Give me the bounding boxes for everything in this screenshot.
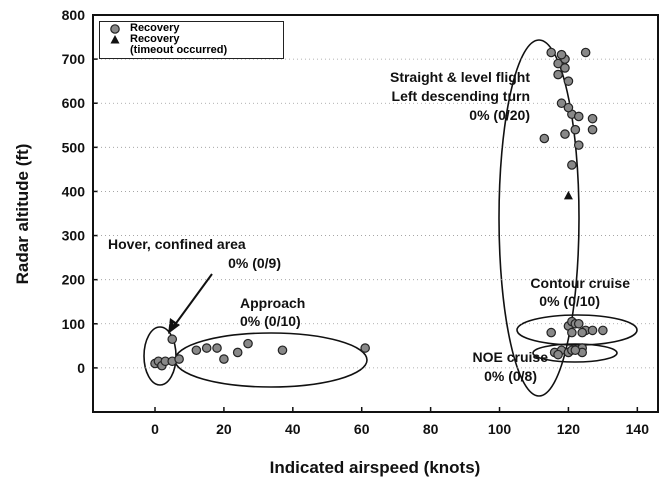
legend-entry: Recovery (timeout occurred) (100, 34, 283, 56)
point (110, 24, 120, 34)
point (563, 102, 574, 113)
arrow-head (168, 318, 180, 334)
y-tick-label: 200 (62, 272, 86, 288)
x-tick-label: 20 (216, 421, 232, 437)
point (174, 354, 184, 364)
y-tick-label: 600 (62, 95, 86, 111)
annotation: NOE cruise (473, 349, 549, 365)
point (560, 63, 570, 73)
legend-symbol (110, 35, 120, 44)
point (201, 343, 212, 353)
point (563, 76, 574, 86)
annotation: Straight & level flight (390, 69, 530, 85)
point (563, 190, 573, 200)
point (560, 129, 570, 139)
point (573, 140, 584, 150)
x-tick-label: 100 (488, 421, 512, 437)
x-tick-label: 40 (285, 421, 301, 437)
point (587, 113, 598, 124)
plot-frame (92, 14, 659, 413)
arrow-shaft (173, 273, 213, 327)
point (587, 124, 598, 135)
x-tick-label: 80 (423, 421, 439, 437)
legend: Recovery Recovery (timeout occurred) (99, 21, 284, 59)
point (212, 343, 222, 353)
y-tick-label: 700 (62, 51, 86, 67)
y-tick-label: 0 (77, 360, 85, 376)
point (277, 345, 288, 356)
point (553, 349, 563, 360)
point (232, 347, 243, 358)
point (556, 49, 567, 60)
point (167, 334, 178, 345)
y-tick-label: 400 (62, 183, 86, 199)
point (577, 327, 588, 338)
y-tick-label: 300 (62, 228, 86, 244)
annotation: 0% (0/10) (539, 293, 600, 309)
legend-label: Recovery (timeout occurred) (130, 33, 228, 56)
group-ellipse (498, 39, 580, 397)
annotation: 0% (0/10) (240, 313, 301, 329)
group-ellipse (516, 314, 638, 346)
annotation: 0% (0/20) (469, 107, 530, 123)
group-ellipse (532, 343, 618, 363)
point (570, 345, 581, 356)
point (546, 47, 557, 58)
legend-entry: Recovery (100, 23, 283, 34)
point (570, 124, 581, 135)
point (539, 133, 550, 144)
point (546, 327, 557, 338)
annotation: 0% (0/9) (228, 255, 281, 271)
y-tick-label: 500 (62, 139, 86, 155)
point (556, 98, 567, 109)
ellipses (143, 39, 638, 397)
point (219, 354, 229, 364)
x-tick-label: 0 (151, 421, 159, 437)
y-axis-label: Radar altitude (ft) (13, 144, 32, 285)
y-tick-label: 800 (62, 7, 86, 23)
x-axis-label: Indicated airspeed (knots) (270, 458, 481, 477)
point (587, 325, 598, 336)
annotation: Left descending turn (392, 88, 530, 104)
annotation: Contour cruise (530, 275, 630, 291)
x-tick-label: 60 (354, 421, 370, 437)
annotation: Approach (240, 295, 305, 311)
annotation: Hover, confined area (108, 236, 246, 252)
arrow (168, 273, 213, 334)
legend-symbol (110, 24, 120, 34)
point (598, 325, 608, 336)
annotation: 0% (0/8) (484, 368, 537, 384)
point (191, 345, 202, 356)
point (553, 69, 563, 80)
point (110, 35, 120, 44)
group-ellipse (174, 332, 368, 388)
point (553, 58, 563, 69)
x-tick-label: 120 (557, 421, 581, 437)
point (573, 318, 584, 329)
point (567, 327, 577, 338)
point (360, 343, 370, 353)
legend-label: Recovery (130, 22, 180, 34)
y-tick-label: 100 (62, 316, 86, 332)
point (573, 111, 584, 122)
point (243, 338, 253, 349)
point (567, 160, 577, 170)
point (580, 47, 591, 58)
x-tick-label: 140 (626, 421, 650, 437)
